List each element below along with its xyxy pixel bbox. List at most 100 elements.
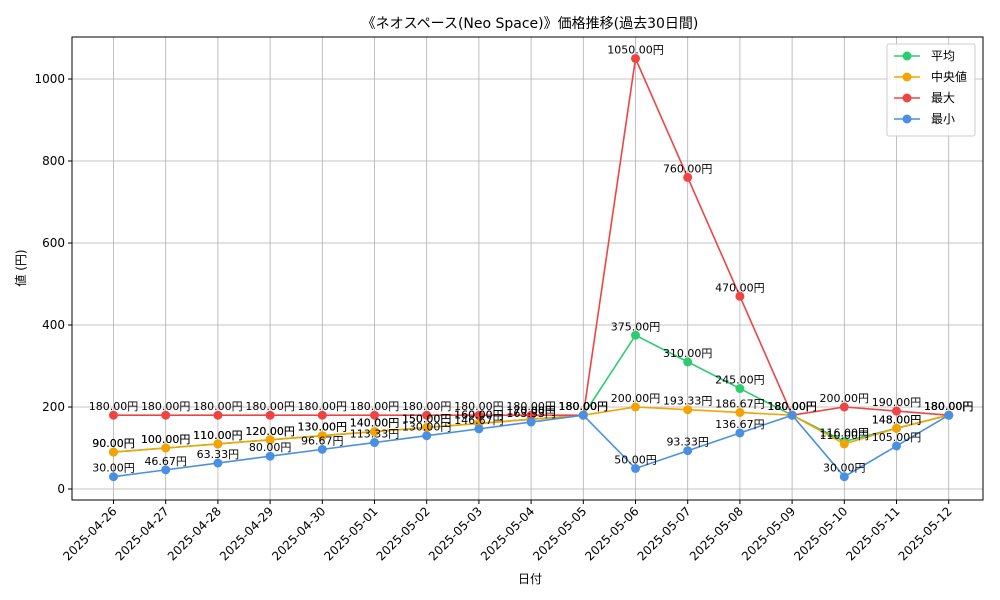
data-label: 180.00円	[924, 400, 974, 413]
data-label: 136.67円	[715, 418, 765, 431]
legend-marker	[902, 72, 912, 82]
data-label: 30.00円	[823, 462, 866, 475]
data-label: 180.00円	[402, 400, 452, 413]
data-point	[317, 431, 327, 441]
data-label: 180.00円	[454, 400, 504, 413]
data-label: 146.67円	[454, 414, 504, 427]
y-tick-label: 400	[42, 318, 65, 332]
plot-frame	[71, 36, 984, 501]
data-label: 180.00円	[924, 400, 974, 413]
y-tick-label: 0	[57, 482, 65, 496]
data-point	[683, 172, 693, 182]
legend-marker	[902, 51, 912, 61]
data-point	[213, 458, 223, 468]
data-point	[422, 431, 432, 441]
data-point	[683, 357, 693, 367]
data-label: 46.67円	[144, 455, 187, 468]
y-tick-label: 800	[42, 154, 65, 168]
legend-label: 平均	[931, 49, 955, 63]
data-label: 180.00円	[559, 400, 609, 413]
data-label: 150.00円	[402, 413, 452, 426]
data-point	[213, 439, 223, 449]
data-label: 180.00円	[924, 400, 974, 413]
x-axis-label: 日付	[518, 572, 542, 586]
data-label: 140.00円	[350, 417, 400, 430]
data-label: 470.00円	[715, 281, 765, 294]
legend-box	[886, 43, 976, 137]
data-point	[839, 472, 849, 482]
data-label: 50.00円	[614, 454, 657, 467]
data-label: 140.00円	[350, 417, 400, 430]
data-label: 113.33円	[350, 428, 400, 441]
y-tick-label: 1000	[34, 72, 65, 86]
data-point	[735, 384, 745, 394]
data-label: 100.00円	[141, 433, 191, 446]
data-label: 90.00円	[92, 437, 135, 450]
data-point	[474, 410, 484, 420]
data-label: 180.00円	[924, 400, 974, 413]
data-point	[370, 410, 379, 420]
legend-marker	[902, 93, 912, 103]
data-label: 150.00円	[402, 413, 452, 426]
data-label: 110.00円	[193, 429, 243, 442]
legend-label: 最小	[931, 112, 955, 126]
data-label: 180.00円	[559, 400, 609, 413]
data-label: 160.00円	[454, 408, 504, 421]
data-label: 180.00円	[193, 400, 243, 413]
data-label: 200.00円	[611, 392, 661, 405]
y-tick-label: 600	[42, 236, 65, 250]
data-label: 180.00円	[350, 400, 400, 413]
data-point	[631, 464, 640, 473]
data-label: 180.00円	[298, 400, 348, 413]
data-point	[265, 435, 275, 445]
data-point	[317, 444, 327, 454]
data-label: 180.00円	[89, 400, 139, 413]
data-point	[892, 441, 901, 451]
data-point	[892, 423, 901, 433]
data-point	[787, 410, 797, 420]
data-point	[422, 410, 432, 420]
data-label: 63.33円	[197, 448, 240, 461]
legend-marker	[902, 114, 912, 124]
data-point	[161, 443, 171, 453]
data-label: 170.00円	[506, 404, 556, 417]
data-label: 110.00円	[820, 429, 870, 442]
data-label: 1050.00円	[607, 44, 664, 57]
data-point	[265, 451, 275, 461]
data-label: 200.00円	[820, 392, 870, 405]
y-tick-label: 200	[42, 400, 65, 414]
data-label: 310.00円	[663, 347, 713, 360]
data-point	[735, 291, 745, 301]
data-label: 180.00円	[141, 400, 191, 413]
data-label: 163.33円	[506, 407, 556, 420]
data-label: 180.00円	[506, 400, 556, 413]
legend-label: 最大	[931, 91, 955, 105]
chart-title: 《ネオスペース(Neo Space)》価格推移(過去30日間)	[362, 16, 699, 32]
data-label: 180.00円	[767, 400, 817, 413]
data-label: 90.00円	[92, 437, 135, 450]
data-labels: 90.00円 100.00円 110.00円 120.00円 130.00円 140.00…	[89, 44, 974, 475]
data-point	[422, 423, 432, 432]
data-label: 130.00円	[298, 421, 348, 434]
y-axis-label: 値 (円)	[13, 249, 28, 286]
data-label: 170.00円	[506, 404, 556, 417]
data-point	[683, 446, 693, 456]
data-label: 116.00円	[820, 426, 870, 439]
data-label: 180.00円	[767, 400, 817, 413]
data-label: 193.33円	[663, 395, 713, 408]
data-label: 105.00円	[872, 431, 922, 444]
data-label: 180.00円	[767, 400, 817, 413]
data-point	[265, 410, 275, 420]
data-label: 30.00円	[92, 462, 135, 475]
data-label: 96.67円	[301, 434, 344, 447]
data-label: 180.00円	[559, 400, 609, 413]
data-label: 190.00円	[872, 396, 922, 409]
data-point	[161, 465, 171, 475]
data-label: 760.00円	[663, 162, 713, 175]
data-label: 245.00円	[715, 374, 765, 387]
legend-label: 中央値	[931, 69, 967, 84]
data-point	[631, 54, 640, 63]
